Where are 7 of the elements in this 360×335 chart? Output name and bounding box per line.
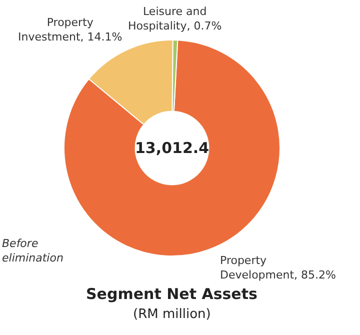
slice-label: Property Investment, 14.1% xyxy=(18,16,122,44)
text: Segment Net Assets xyxy=(86,285,258,303)
slice-label: Property Development, 85.2% xyxy=(220,254,336,282)
text: 13,012.4 xyxy=(135,139,210,157)
text: (RM million) xyxy=(133,307,211,322)
slice-label: Leisure and Hospitality, 0.7% xyxy=(128,5,222,32)
text: Before elimination xyxy=(2,237,64,264)
